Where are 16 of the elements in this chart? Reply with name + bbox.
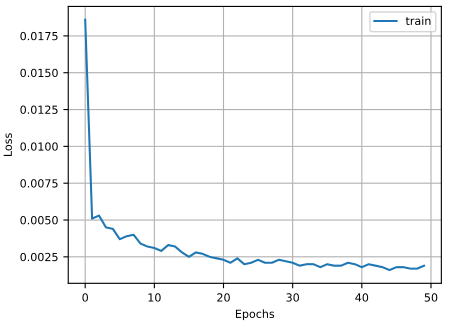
y-tick-label: 0.0025 <box>20 252 58 262</box>
y-tick-label: 0.0125 <box>20 106 58 114</box>
x-tick-label: 10 <box>148 293 161 302</box>
y-tick-label: 0.0175 <box>20 32 58 40</box>
legend-label: train <box>406 16 430 26</box>
y-tick-label: 0.0050 <box>20 216 58 224</box>
y-axis-title: Loss <box>4 133 12 156</box>
x-tick-label: 30 <box>286 293 299 302</box>
x-tick-label: 50 <box>424 293 438 302</box>
x-axis-title: Epochs <box>236 309 274 320</box>
x-tick-label: 20 <box>217 293 230 302</box>
y-tick-label: 0.0075 <box>20 179 58 188</box>
y-tick-label: 0.0150 <box>20 68 58 78</box>
y-tick-label: 0.0100 <box>20 142 58 151</box>
x-tick-label: 0 <box>82 293 88 302</box>
x-tick-label: 40 <box>355 293 368 302</box>
